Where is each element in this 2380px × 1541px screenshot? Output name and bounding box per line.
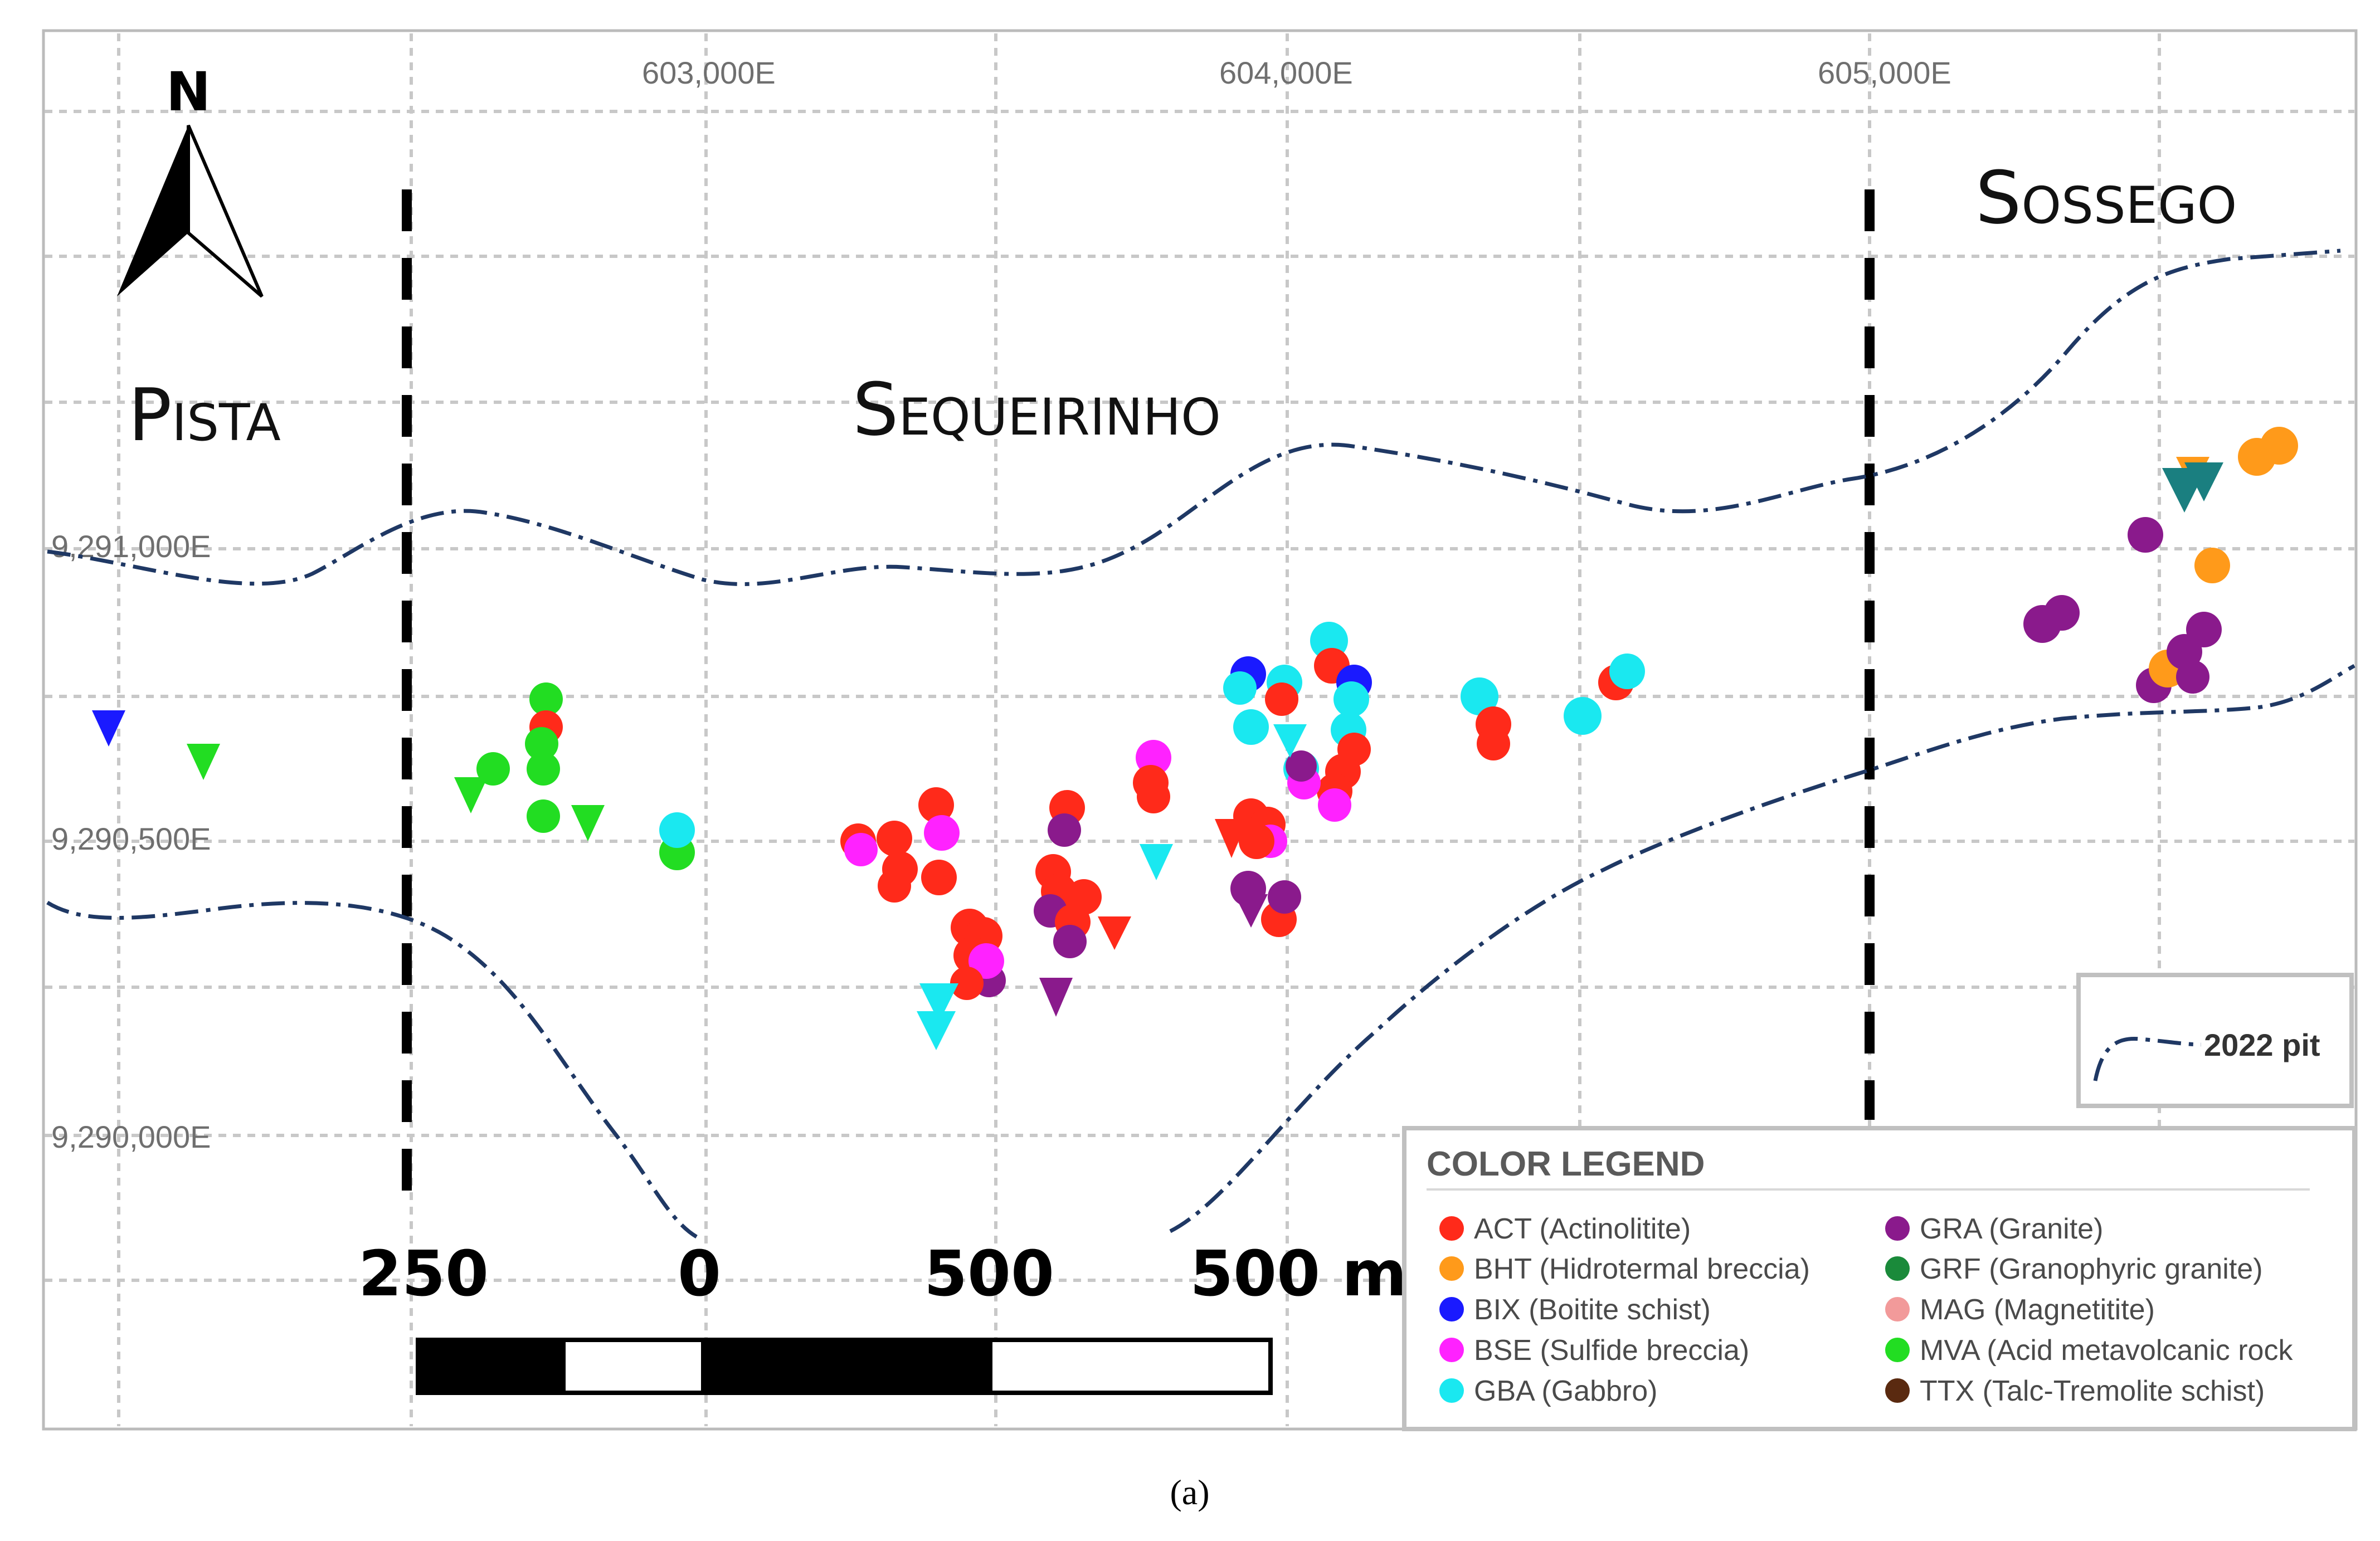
- figure-caption: (a): [1170, 1472, 1209, 1512]
- sample-marker: [1609, 654, 1645, 689]
- sample-marker: [2184, 462, 2223, 501]
- sample-marker: [187, 744, 220, 780]
- sample-marker: [1333, 681, 1369, 717]
- sample-marker: [950, 967, 984, 1000]
- sample-marker: [844, 833, 878, 866]
- sample-marker: [2194, 548, 2230, 583]
- legend-label-bix: BIX (Boitite schist): [1474, 1294, 1711, 1326]
- sample-marker: [878, 869, 911, 903]
- legend-label-act: ACT (Actinolitite): [1474, 1213, 1691, 1245]
- legend-label-gba: GBA (Gabbro): [1474, 1375, 1657, 1407]
- legend-swatch-gra: [1885, 1216, 1910, 1241]
- zone-label-sossego: Sossego: [1975, 155, 2237, 240]
- legend-label-bht: BHT (Hidrotermal breccia): [1474, 1253, 1810, 1285]
- sample-marker: [1286, 750, 1317, 782]
- legend-swatch-ttx: [1885, 1378, 1910, 1403]
- easting-label-605000: 605,000E: [1818, 55, 1951, 90]
- sample-marker: [1233, 709, 1269, 745]
- sample-marker: [1053, 925, 1087, 958]
- legend-swatch-mva: [1885, 1338, 1910, 1362]
- sample-marker: [2176, 660, 2209, 694]
- pit-legend-line: [2093, 1036, 2202, 1081]
- sample-marker: [917, 1011, 956, 1050]
- legend-label-mag: MAG (Magnetitite): [1920, 1294, 2155, 1326]
- north-arrow-icon: N: [117, 61, 264, 298]
- sample-marker: [1318, 788, 1351, 822]
- legend-swatch-mag: [1885, 1297, 1910, 1321]
- sample-marker: [2044, 595, 2080, 631]
- sample-marker: [1477, 727, 1510, 760]
- sample-marker: [529, 682, 563, 716]
- zone-label-sequeirinho: Sequeirinho: [853, 367, 1221, 452]
- color-legend-title: COLOR LEGEND: [1427, 1145, 1705, 1183]
- sample-marker: [1239, 823, 1274, 859]
- sample-marker: [1265, 682, 1298, 716]
- sample-marker: [2128, 517, 2163, 553]
- sample-marker: [2186, 612, 2222, 647]
- pit-legend: 2022 pit: [2076, 973, 2354, 1108]
- northing-label-9291000: 9,291,000E: [51, 529, 211, 564]
- easting-label-603000: 603,000E: [642, 55, 776, 90]
- legend-swatch-grf: [1885, 1256, 1910, 1281]
- sample-marker: [1223, 671, 1257, 705]
- sample-marker: [92, 710, 125, 747]
- sample-marker: [1039, 978, 1073, 1017]
- sample-marker: [1564, 697, 1602, 735]
- sample-marker: [1048, 813, 1081, 847]
- sample-marker: [968, 943, 1004, 979]
- sample-marker: [659, 812, 695, 848]
- sample-marker: [924, 815, 960, 851]
- legend-swatch-gba: [1439, 1378, 1464, 1403]
- sample-marker: [2260, 427, 2298, 465]
- sample-marker: [1137, 780, 1170, 813]
- legend-label-gra: GRA (Granite): [1920, 1213, 2103, 1245]
- legend-label-bse: BSE (Sulfide breccia): [1474, 1334, 1749, 1367]
- legend-swatch-act: [1439, 1216, 1464, 1241]
- scale-label-0: 0: [678, 1238, 721, 1310]
- pit-outline-2022: [46, 248, 2355, 1238]
- northing-label-9290000: 9,290,000E: [51, 1119, 211, 1154]
- north-arrow-label: N: [166, 61, 211, 123]
- sample-points: [92, 427, 2298, 1050]
- northing-label-9290500: 9,290,500E: [51, 821, 211, 856]
- legend-swatch-bht: [1439, 1256, 1464, 1281]
- scale-label-500: 500: [924, 1238, 1054, 1310]
- sample-marker: [918, 787, 954, 823]
- sample-marker: [877, 821, 912, 856]
- sample-marker: [1273, 724, 1307, 758]
- color-legend: COLOR LEGEND ACT (Actinolitite) BHT (Hid…: [1402, 1126, 2357, 1431]
- easting-label-604000: 604,000E: [1219, 55, 1353, 90]
- sample-marker: [919, 983, 958, 1022]
- sample-marker: [1234, 894, 1268, 928]
- scale-label-250: 250: [358, 1238, 489, 1310]
- sample-marker: [1268, 880, 1301, 914]
- pit-legend-label: 2022 pit: [2204, 1027, 2320, 1062]
- sample-marker: [1215, 819, 1248, 858]
- sample-marker: [571, 805, 605, 841]
- sample-marker: [1461, 677, 1498, 715]
- legend-swatch-bix: [1439, 1297, 1464, 1321]
- sample-marker: [1098, 916, 1131, 950]
- sample-marker: [454, 777, 488, 813]
- legend-label-grf: GRF (Granophyric granite): [1920, 1253, 2263, 1285]
- sample-marker: [527, 799, 560, 833]
- sample-marker: [1140, 844, 1173, 880]
- sample-marker: [527, 752, 560, 786]
- scale-label-500m: 500 m: [1190, 1238, 1406, 1310]
- legend-label-mva: MVA (Acid metavolcanic rock: [1920, 1334, 2293, 1367]
- sample-marker: [525, 727, 558, 760]
- legend-swatch-bse: [1439, 1338, 1464, 1362]
- scale-bar: 250 0 500 500 m: [358, 1238, 1407, 1395]
- legend-label-ttx: TTX (Talc-Tremolite schist): [1920, 1375, 2265, 1407]
- zone-label-pista: Pista: [128, 373, 281, 457]
- sample-marker: [921, 860, 957, 895]
